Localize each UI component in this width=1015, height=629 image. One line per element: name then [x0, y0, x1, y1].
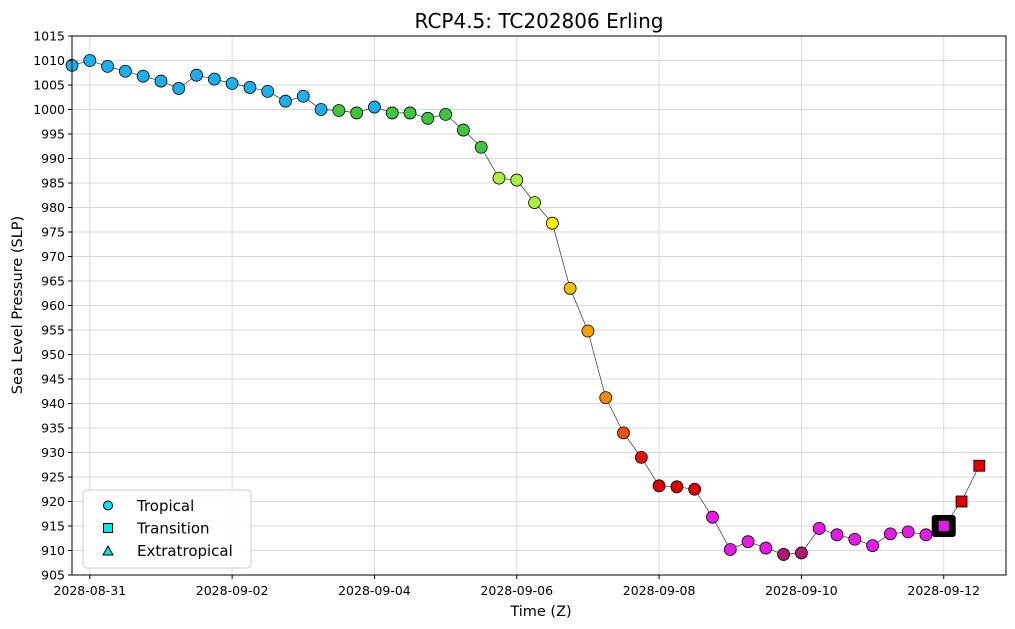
- legend-tropical-marker: [103, 500, 113, 511]
- tropical-point: [581, 324, 595, 338]
- tropical-point: [279, 94, 292, 108]
- tropical-point: [599, 391, 613, 405]
- y-tick-label: 990: [41, 151, 65, 166]
- y-tick-label: 985: [41, 176, 65, 191]
- tropical-point: [421, 111, 435, 125]
- tropical-point: [225, 77, 239, 90]
- tropical-point: [777, 548, 791, 561]
- y-tick-label: 960: [41, 298, 65, 313]
- tropical-point: [919, 528, 933, 542]
- y-tick-label: 930: [41, 445, 65, 460]
- data-markers: [65, 54, 986, 561]
- x-tick-label: 2028-09-02: [196, 583, 269, 598]
- tropical-point: [723, 543, 737, 556]
- tropical-point: [154, 74, 168, 88]
- tropical-point: [652, 479, 666, 493]
- tropical-point: [617, 426, 630, 440]
- tropical-point: [296, 89, 310, 103]
- chart-title: RCP4.5: TC202806 Erling: [415, 9, 664, 33]
- transition-point: [955, 495, 968, 508]
- legend-box: [82, 489, 252, 569]
- tropical-point: [136, 69, 150, 83]
- tropical-point: [688, 482, 702, 496]
- tropical-point: [439, 108, 453, 121]
- y-tick-label: 965: [41, 274, 65, 289]
- y-tick-label: 915: [41, 519, 65, 534]
- x-axis-ticks: 2028-08-31 2028-09-02 2028-09-04 2028-09-06…: [53, 575, 980, 598]
- tropical-point: [901, 525, 915, 539]
- y-axis-ticks: 905 910 915 920 925 930 935 940 945 950 955 960 965 9…: [33, 29, 72, 583]
- y-tick-label: 910: [41, 543, 65, 558]
- tropical-point: [848, 532, 862, 546]
- y-tick-label: 940: [41, 396, 65, 411]
- y-tick-label: 970: [41, 249, 65, 264]
- tropical-point: [528, 196, 541, 210]
- tropical-point: [118, 64, 132, 78]
- tropical-point: [190, 68, 203, 82]
- y-tick-label: 1000: [33, 102, 65, 117]
- x-tick-label: 2028-09-04: [338, 583, 411, 598]
- tropical-point: [385, 106, 399, 120]
- tropical-point: [207, 72, 221, 86]
- y-tick-label: 935: [41, 421, 65, 436]
- tropical-point: [492, 171, 506, 185]
- x-axis-label: Time (Z): [509, 604, 571, 620]
- tropical-point: [795, 546, 808, 560]
- y-tick-label: 905: [41, 568, 65, 583]
- track-line: [71, 60, 980, 555]
- legend-transition-label: Transition: [136, 520, 210, 538]
- tropical-point: [883, 527, 897, 541]
- tropical-point: [563, 281, 577, 295]
- tropical-point: [172, 82, 186, 95]
- tropical-point: [261, 84, 275, 98]
- tropical-point: [670, 480, 684, 494]
- x-tick-label: 2028-08-31: [53, 583, 126, 598]
- tropical-point: [332, 104, 346, 117]
- transition-point: [937, 520, 950, 532]
- tropical-point: [101, 59, 114, 73]
- tropical-point: [706, 510, 719, 524]
- y-axis-label: Sea Level Pressure (SLP): [10, 216, 26, 394]
- track-polyline: [71, 60, 980, 555]
- y-tick-label: 975: [41, 225, 65, 240]
- tropical-point: [830, 528, 844, 542]
- tropical-point: [741, 535, 755, 549]
- tropical-point: [866, 539, 879, 552]
- y-tick-label: 1015: [33, 29, 65, 44]
- tropical-point: [456, 123, 470, 137]
- tropical-point: [83, 54, 97, 67]
- tropical-point: [634, 450, 648, 464]
- x-tick-label: 2028-09-08: [623, 583, 696, 598]
- tropical-point: [474, 140, 488, 154]
- tropical-point: [759, 541, 773, 555]
- legend-extratropical-label: Extratropical: [137, 542, 233, 560]
- x-tick-label: 2028-09-10: [765, 583, 838, 598]
- tropical-point: [350, 106, 364, 120]
- y-tick-label: 955: [41, 323, 65, 338]
- x-tick-label: 2028-09-06: [480, 583, 553, 598]
- y-tick-label: 995: [41, 127, 65, 142]
- tropical-point: [812, 522, 826, 535]
- legend-extratropical-marker: [102, 544, 114, 556]
- y-tick-label: 950: [41, 347, 65, 362]
- legend-tropical-label: Tropical: [136, 497, 194, 515]
- y-tick-label: 980: [41, 200, 65, 215]
- x-tick-label: 2028-09-12: [907, 583, 980, 598]
- transition-point: [973, 459, 986, 472]
- tropical-point: [243, 81, 257, 94]
- tropical-point: [403, 106, 417, 120]
- y-tick-label: 925: [41, 470, 65, 485]
- y-tick-label: 945: [41, 372, 65, 387]
- tropical-point: [368, 100, 381, 114]
- legend-transition-marker: [103, 523, 113, 533]
- tropical-point: [510, 173, 524, 187]
- y-tick-label: 1010: [33, 53, 65, 68]
- tropical-point: [545, 216, 559, 230]
- tropical-point: [314, 103, 328, 116]
- legend: Tropical Transition Extratropical: [82, 489, 252, 569]
- y-tick-label: 1005: [33, 78, 65, 93]
- y-tick-label: 920: [41, 494, 65, 509]
